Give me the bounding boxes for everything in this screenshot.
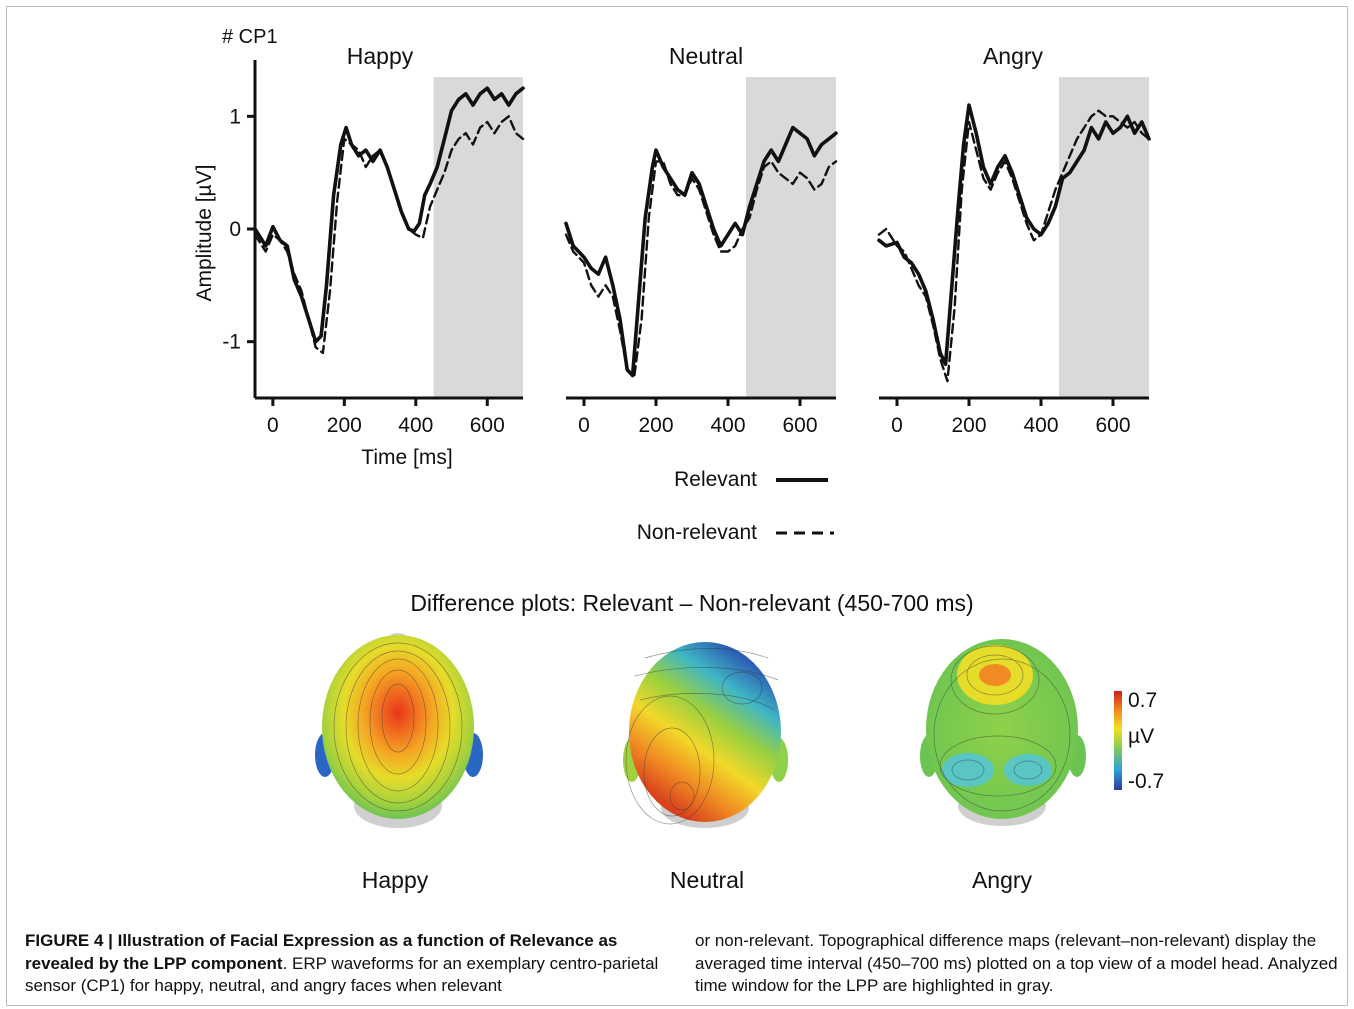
colorbar-max-label: 0.7 (1128, 689, 1157, 712)
x-tick-label-happy-0: 0 (267, 414, 279, 437)
colorbar: 0.7 µV -0.7 (1114, 689, 1164, 793)
figure-caption-right: or non-relevant. Topographical differenc… (695, 930, 1340, 998)
topomap-label-neutral: Neutral (670, 867, 744, 893)
topomap-neutral-head (623, 642, 788, 828)
caption-right-text: or non-relevant. Topographical differenc… (695, 931, 1338, 995)
x-tick-label-angry-0: 0 (891, 414, 903, 437)
topomap-label-happy: Happy (362, 867, 429, 893)
topomap-title: Difference plots: Relevant – Non-relevan… (410, 590, 973, 616)
y-axis-label-happy: Amplitude [µV] (193, 165, 216, 302)
caption-bold-title: Illustration of Facial Expression as a f… (25, 931, 618, 973)
y-tick-label-happy-0: 0 (229, 218, 241, 241)
erp-charts: Happy 0 200 400 600 1 0 -1 Amplitude [µV] Time [m… (193, 26, 1151, 469)
topomap-happy-head (315, 633, 483, 828)
topomap-label-angry: Angry (972, 867, 1033, 893)
y-tick-label-happy-1: 1 (229, 105, 241, 128)
figure-frame (6, 6, 1348, 1006)
series-line-happy-non-relevant (253, 115, 525, 355)
x-tick-label-happy-200: 200 (327, 414, 362, 437)
x-tick-label-neutral-600: 600 (782, 414, 817, 437)
chart-title-happy: Happy (347, 43, 414, 69)
x-tick-label-neutral-0: 0 (578, 414, 590, 437)
x-tick-label-angry-600: 600 (1095, 414, 1130, 437)
x-tick-label-happy-600: 600 (470, 414, 505, 437)
legend-nonrelevant-label: Non-relevant (637, 521, 757, 544)
x-tick-label-angry-200: 200 (951, 414, 986, 437)
sensor-label: # CP1 (222, 26, 278, 48)
x-axis-label-happy: Time [ms] (361, 446, 452, 469)
colorbar-unit-label: µV (1128, 725, 1154, 748)
legend: Relevant Non-relevant (637, 468, 834, 544)
series-line-angry-non-relevant (877, 109, 1151, 383)
caption-left-text: . ERP waveforms for an exemplary centro-… (25, 953, 659, 996)
x-tick-label-neutral-200: 200 (638, 414, 673, 437)
y-tick-label-happy--1: -1 (222, 331, 241, 354)
series-line-angry-relevant (877, 103, 1151, 367)
x-tick-label-happy-400: 400 (398, 414, 433, 437)
caption-label: FIGURE 4 | (25, 931, 118, 950)
legend-relevant-label: Relevant (674, 468, 757, 491)
highlight-window-neutral (746, 77, 836, 398)
topomap-angry-head (920, 639, 1086, 826)
colorbar-gradient (1114, 691, 1122, 790)
colorbar-min-label: -0.7 (1128, 770, 1164, 793)
series-line-neutral-relevant (564, 125, 838, 378)
series-line-neutral-non-relevant (564, 160, 838, 377)
chart-title-neutral: Neutral (669, 43, 743, 69)
figure-caption-left: FIGURE 4 | Illustration of Facial Expres… (25, 930, 675, 998)
figure-graphic: Happy 0 200 400 600 1 0 -1 Amplitude [µV] Time [m… (193, 26, 1164, 893)
x-tick-label-neutral-400: 400 (710, 414, 745, 437)
chart-title-angry: Angry (983, 43, 1044, 69)
x-tick-label-angry-400: 400 (1023, 414, 1058, 437)
